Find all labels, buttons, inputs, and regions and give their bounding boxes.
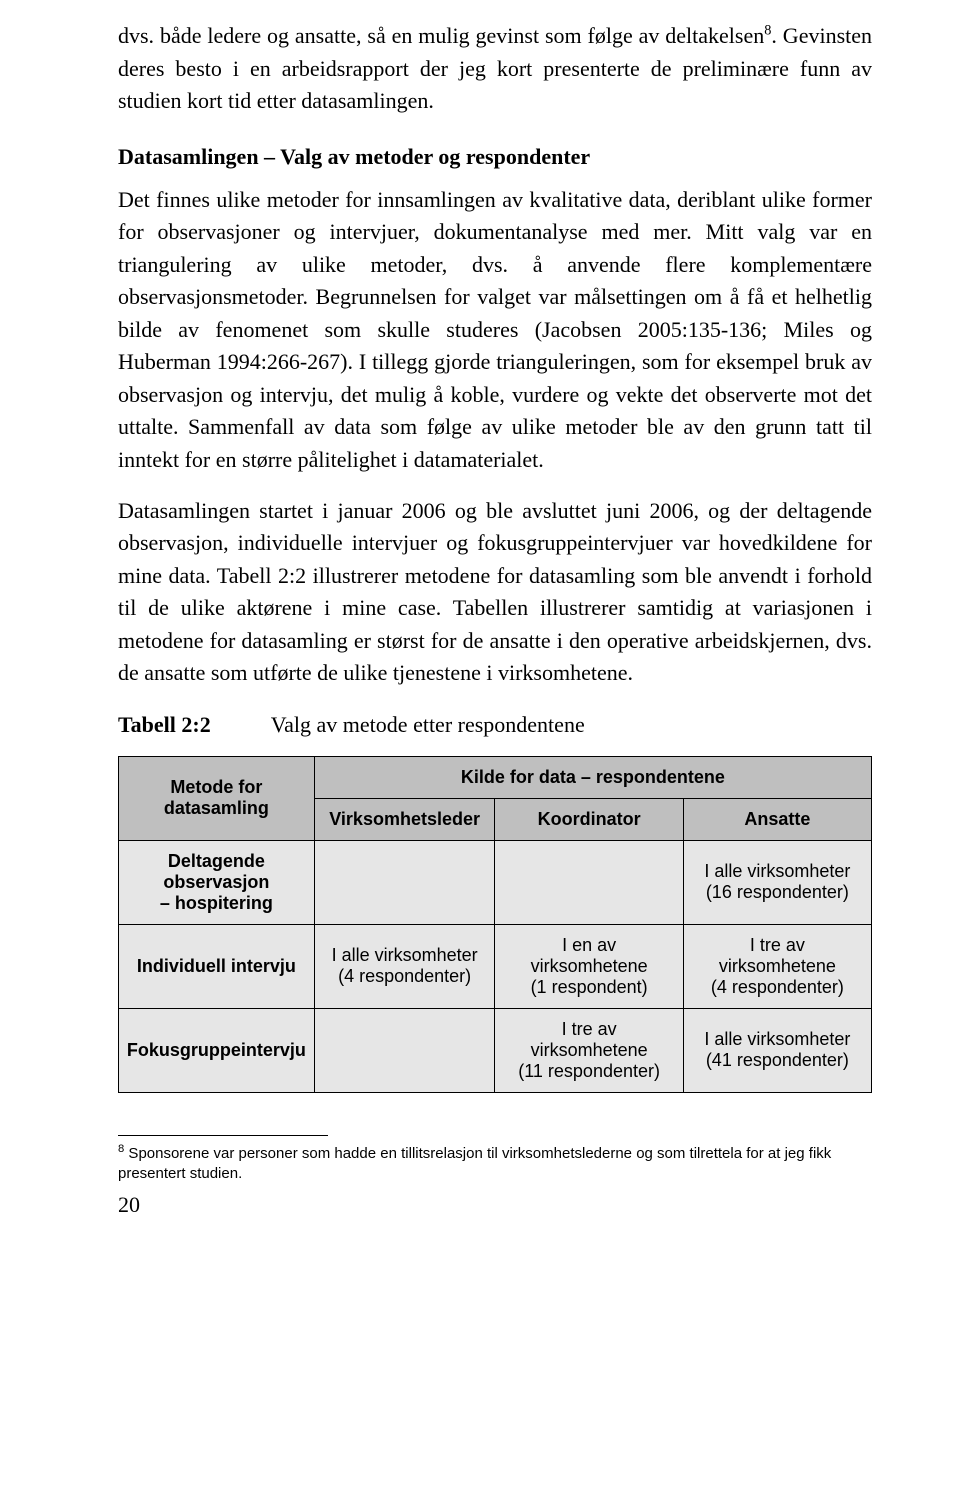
row-2-c2-line1: I tre av virksomhetene	[501, 1019, 676, 1061]
row-2-c3: I alle virksomheter (41 respondenter)	[683, 1008, 871, 1092]
col-subheader-2: Ansatte	[683, 798, 871, 840]
col-subheader-1: Koordinator	[495, 798, 683, 840]
paragraph-1: dvs. både ledere og ansatte, så en mulig…	[118, 20, 872, 118]
page-number: 20	[118, 1192, 872, 1218]
row-0-c3-line2: (16 respondenter)	[690, 882, 865, 903]
row-2-c2-line2: (11 respondenter)	[501, 1061, 676, 1082]
row-2-c3-line2: (41 respondenter)	[690, 1050, 865, 1071]
row-2-label: Fokusgruppeintervju	[119, 1008, 315, 1092]
footnote-text: Sponsorene var personer som hadde en til…	[118, 1145, 831, 1182]
table-row: Deltagende observasjon – hospitering I a…	[119, 840, 872, 924]
row-1-c1: I alle virksomheter (4 respondenter)	[314, 924, 495, 1008]
paragraph-3: Datasamlingen startet i januar 2006 og b…	[118, 495, 872, 690]
col-header-source: Kilde for data – respondentene	[314, 756, 871, 798]
paragraph-2: Det finnes ulike metoder for innsamlinge…	[118, 184, 872, 477]
table-label: Tabell 2:2	[118, 712, 271, 738]
table-row: Fokusgruppeintervju I tre av virksomhete…	[119, 1008, 872, 1092]
row-0-label: Deltagende observasjon – hospitering	[119, 840, 315, 924]
row-0-c3: I alle virksomheter (16 respondenter)	[683, 840, 871, 924]
table-row: Individuell intervju I alle virksomheter…	[119, 924, 872, 1008]
row-2-c1	[314, 1008, 495, 1092]
row-1-label-line1: Individuell intervju	[125, 956, 308, 977]
row-1-c2-line2: (1 respondent)	[501, 977, 676, 998]
methods-table: Metode for datasamling Kilde for data – …	[118, 756, 872, 1093]
row-0-label-line2: – hospitering	[125, 893, 308, 914]
row-1-c3-line1: I tre av virksomhetene	[690, 935, 865, 977]
row-0-label-line1: Deltagende observasjon	[125, 851, 308, 893]
row-0-c2	[495, 840, 683, 924]
footnote-8: 8 Sponsorene var personer som hadde en t…	[118, 1142, 872, 1185]
row-0-c1	[314, 840, 495, 924]
row-2-c2: I tre av virksomhetene (11 respondenter)	[495, 1008, 683, 1092]
row-0-c3-line1: I alle virksomheter	[690, 861, 865, 882]
row-1-c2: I en av virksomhetene (1 respondent)	[495, 924, 683, 1008]
row-1-label: Individuell intervju	[119, 924, 315, 1008]
row-2-c3-line1: I alle virksomheter	[690, 1029, 865, 1050]
row-1-c3: I tre av virksomhetene (4 respondenter)	[683, 924, 871, 1008]
row-1-c3-line2: (4 respondenter)	[690, 977, 865, 998]
page-container: dvs. både ledere og ansatte, så en mulig…	[0, 0, 960, 1503]
col-header-method: Metode for datasamling	[119, 756, 315, 840]
paragraph-1a: dvs. både ledere og ansatte, så en mulig…	[118, 23, 764, 48]
section-heading: Datasamlingen – Valg av metoder og respo…	[118, 144, 872, 170]
row-2-label-line1: Fokusgruppeintervju	[125, 1040, 308, 1061]
row-1-c1-line1: I alle virksomheter	[321, 945, 489, 966]
col-subheader-0: Virksomhetsleder	[314, 798, 495, 840]
row-1-c2-line1: I en av virksomhetene	[501, 935, 676, 977]
table-title: Valg av metode etter respondentene	[271, 712, 585, 738]
footnote-separator	[118, 1135, 328, 1136]
row-1-c1-line2: (4 respondenter)	[321, 966, 489, 987]
table-caption-row: Tabell 2:2 Valg av metode etter responde…	[118, 712, 872, 738]
